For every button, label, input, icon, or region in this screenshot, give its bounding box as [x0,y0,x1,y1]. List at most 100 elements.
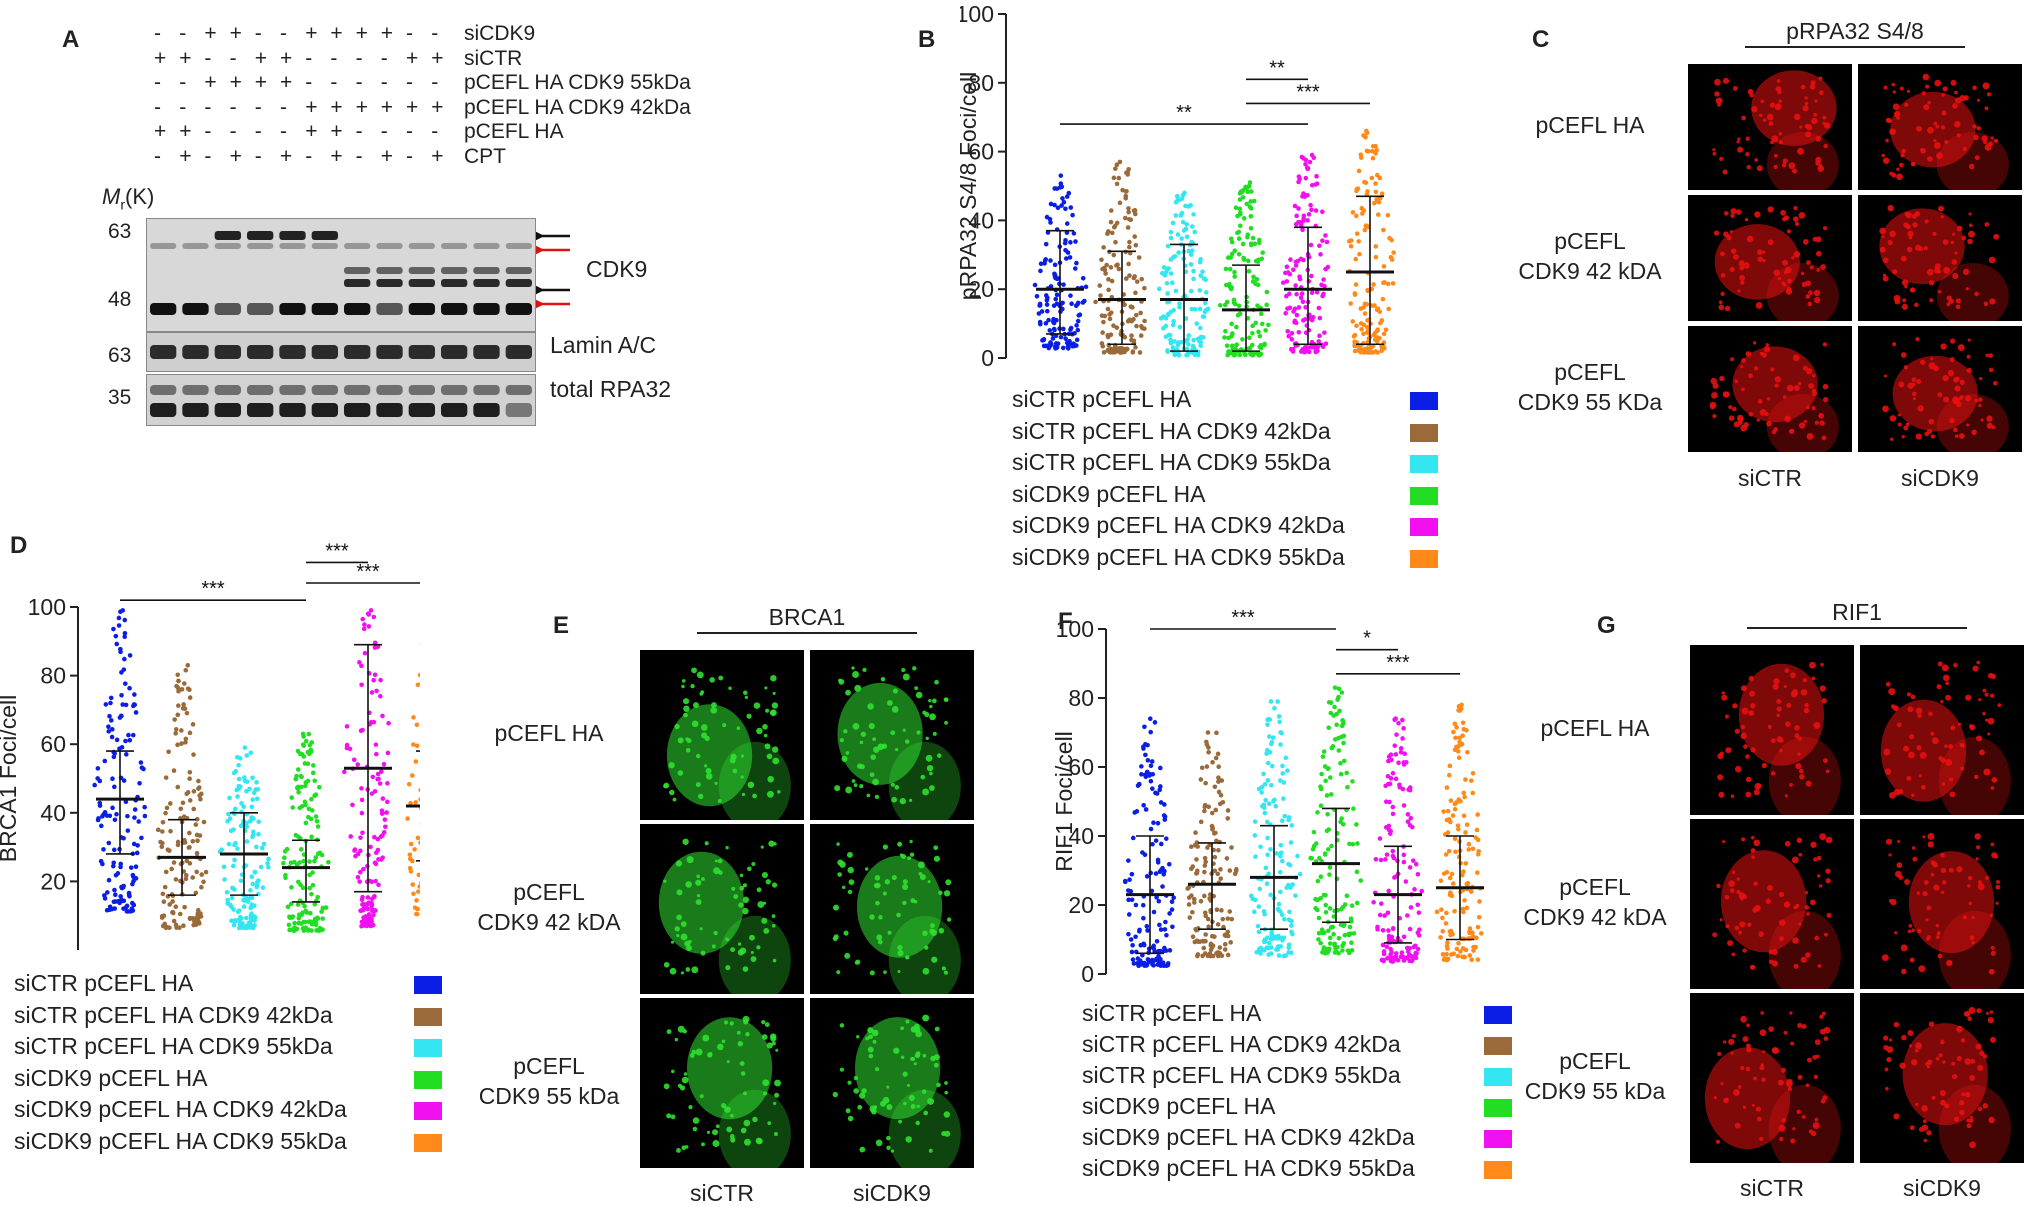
band [279,243,305,249]
data-point [1126,932,1131,937]
legend-label: siCTR pCEFL HA CDK9 55kDa [1012,449,1331,476]
data-point [265,861,270,866]
focus [1724,211,1729,216]
legend-swatch [414,976,442,994]
focus [747,866,752,871]
focus [742,793,745,796]
data-point [1179,236,1184,241]
data-point [1359,155,1364,160]
data-point [196,779,201,784]
focus [897,842,902,847]
data-point [1469,889,1474,894]
data-point [175,743,180,748]
data-point [1165,291,1170,296]
column-label: siCTR [1688,465,1852,492]
blot-sign: - [230,120,237,144]
data-point [1060,301,1065,306]
focus [1924,880,1929,885]
focus [1950,339,1955,344]
data-point [1306,166,1311,171]
blot-sign: - [406,22,413,46]
data-point [1117,267,1122,272]
data-point [1278,944,1283,949]
focus [905,1136,912,1143]
focus [1802,1024,1807,1029]
data-point [1202,870,1207,875]
data-point [1103,314,1108,319]
data-point [1277,714,1282,719]
focus [1744,422,1749,427]
data-point [1355,231,1360,236]
focus [1799,212,1806,219]
data-point [1281,280,1286,285]
focus [1797,1023,1802,1028]
focus [1956,1026,1963,1033]
focus [1743,262,1749,268]
focus [1901,1035,1907,1041]
focus [1957,133,1961,137]
focus [859,1147,865,1153]
focus [1936,1057,1940,1061]
data-point [245,839,250,844]
focus [1967,355,1971,359]
focus [1888,853,1891,856]
mr-label: Mr(K) [102,184,154,212]
data-point [1445,946,1450,951]
focus [1943,675,1950,682]
data-point [303,803,308,808]
focus [1783,395,1787,399]
focus [896,913,901,918]
data-point [311,763,316,768]
data-point [1093,300,1098,305]
focus [1894,295,1901,302]
data-point [1130,950,1135,955]
data-point [405,816,410,821]
series-group [1435,703,1484,963]
data-point [129,865,134,870]
focus [1926,1130,1931,1135]
data-point [417,873,420,878]
data-point [1141,903,1146,908]
data-point [1130,305,1135,310]
data-point [1462,898,1467,903]
band [441,345,467,359]
focus [1741,358,1746,363]
data-point [348,834,353,839]
focus [1976,661,1980,665]
focus [712,944,716,948]
data-point [1106,229,1111,234]
band [409,345,435,359]
data-point [1233,352,1238,357]
blot-sign: - [406,120,413,144]
data-point [1262,805,1267,810]
focus [866,794,870,798]
data-point [102,893,107,898]
data-point [1204,290,1209,295]
blot-sign: - [406,71,413,95]
data-point [1162,869,1167,874]
data-point [122,778,127,783]
focus [1894,789,1901,796]
significance-label: *** [356,561,380,583]
focus [903,1071,908,1076]
data-point [1458,949,1463,954]
data-point [1126,210,1131,215]
focus [842,886,845,889]
data-point [1134,313,1139,318]
data-point [126,733,131,738]
data-point [1400,950,1405,955]
data-point [1479,931,1484,936]
data-point [374,862,379,867]
focus [1968,902,1971,905]
focus [1712,414,1716,418]
focus [1754,158,1758,162]
micrograph-image [810,650,974,820]
focus [1761,1063,1764,1066]
focus [1938,1053,1942,1057]
focus [1762,353,1767,358]
data-point [92,783,97,788]
data-point [110,735,115,740]
focus [1885,1087,1889,1091]
focus [1732,703,1737,708]
